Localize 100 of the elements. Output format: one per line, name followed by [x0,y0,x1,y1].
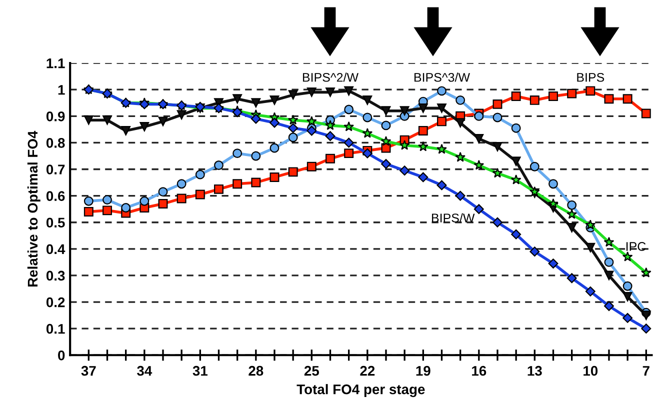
annotation: BIPS^2/W [302,72,358,82]
point [232,94,242,104]
point [418,141,428,152]
point [511,123,521,133]
point [604,257,614,267]
point [548,179,558,189]
point [84,196,94,206]
y-tick-label: 0 [58,350,65,360]
point [158,199,168,208]
point [270,95,280,105]
point [158,116,168,126]
point [567,200,577,210]
point [622,312,633,323]
point [380,136,392,146]
point [325,120,336,130]
point [251,178,261,188]
point [326,154,335,164]
point [399,140,410,150]
point [232,179,242,189]
y-tick-label: 0.5 [46,218,65,228]
point [400,106,410,116]
x-tick-label: 7 [642,366,650,376]
point [622,94,632,104]
y-tick-label: 0.8 [46,138,65,148]
point [640,267,652,278]
annotation: IPC [626,242,646,251]
point [548,92,558,101]
point [456,95,466,105]
point [288,90,298,100]
point [325,131,336,142]
point [232,148,242,158]
point [510,174,522,184]
point [176,110,186,120]
point [492,142,502,152]
y-tick-label: 0.1 [46,324,65,334]
point [530,246,540,257]
point [362,148,372,158]
point [586,86,596,96]
point [306,126,317,136]
point [362,112,372,122]
point [250,114,261,124]
point [344,104,354,114]
point [456,118,466,128]
point [306,116,317,126]
point [492,168,503,178]
x-tick-label: 37 [81,366,96,376]
point [306,162,316,172]
point [214,160,224,170]
point [381,158,391,169]
point [214,184,224,194]
x-tick-label: 13 [528,366,542,376]
point [641,324,652,334]
point [604,236,614,247]
point [437,116,446,126]
y-tick-label: 1 [58,85,65,95]
point [511,229,522,240]
point [344,148,354,158]
point [437,86,446,96]
point [604,270,614,280]
point [140,122,150,132]
y-tick-label: 0.2 [46,297,65,308]
point [176,179,186,189]
point [492,112,502,122]
point [121,126,131,136]
point [567,222,577,232]
point [474,134,484,144]
annotation: BIPS/W [432,213,475,222]
point [567,88,577,98]
point [288,114,298,125]
point [436,180,447,190]
point [511,156,521,166]
point [418,126,428,136]
y-axis-title: Relative to Optimal FO4 [27,130,40,286]
point [195,190,205,200]
point [251,98,261,108]
point [84,207,94,216]
point [566,273,577,284]
point [455,152,466,162]
point [270,172,280,182]
point [251,151,261,161]
point [288,167,298,177]
point [418,103,428,113]
point [530,162,540,172]
y-tick-label: 1.1 [46,58,65,68]
point [604,301,614,311]
point [176,194,186,204]
point [102,206,112,216]
point [344,138,354,148]
point [641,108,651,118]
point [344,121,354,132]
y-tick-label: 0.4 [46,244,66,254]
point [121,203,131,212]
x-tick-label: 34 [137,366,152,376]
point [455,190,466,201]
point [362,95,372,105]
point [622,251,633,262]
point [326,88,335,97]
point [511,92,521,101]
point [604,94,614,104]
point [548,198,558,208]
